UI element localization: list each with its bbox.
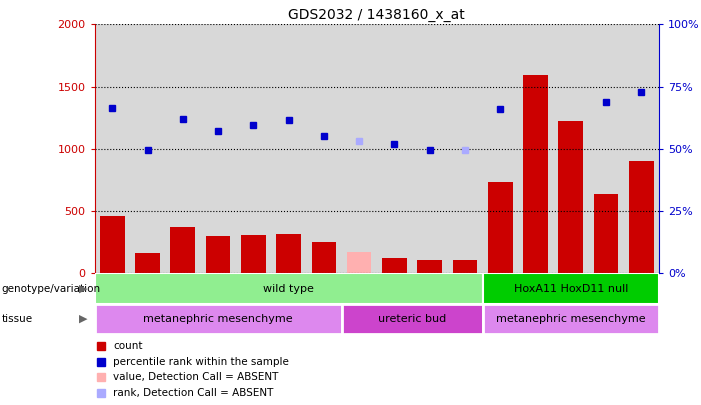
Text: metanephric mesenchyme: metanephric mesenchyme bbox=[496, 314, 646, 324]
Bar bbox=[170, 227, 195, 273]
Bar bbox=[559, 122, 583, 273]
Bar bbox=[588, 24, 624, 273]
Bar bbox=[95, 24, 130, 273]
Text: tissue: tissue bbox=[1, 314, 32, 324]
Bar bbox=[382, 258, 407, 273]
Bar bbox=[482, 304, 659, 334]
Bar bbox=[624, 24, 659, 273]
Bar bbox=[205, 236, 231, 273]
Bar bbox=[341, 304, 482, 334]
Bar bbox=[594, 194, 618, 273]
Text: wild type: wild type bbox=[263, 284, 314, 294]
Bar bbox=[447, 24, 482, 273]
Bar bbox=[241, 235, 266, 273]
Text: ▶: ▶ bbox=[79, 314, 88, 324]
Bar bbox=[95, 273, 482, 304]
Bar bbox=[488, 183, 512, 273]
Text: genotype/variation: genotype/variation bbox=[1, 284, 100, 294]
Bar bbox=[165, 24, 200, 273]
Text: value, Detection Call = ABSENT: value, Detection Call = ABSENT bbox=[114, 373, 278, 382]
Bar bbox=[377, 24, 412, 273]
Bar bbox=[236, 24, 271, 273]
Bar bbox=[306, 24, 341, 273]
Bar bbox=[130, 24, 165, 273]
Text: count: count bbox=[114, 341, 143, 351]
Bar bbox=[417, 260, 442, 273]
Bar bbox=[100, 216, 125, 273]
Text: metanephric mesenchyme: metanephric mesenchyme bbox=[143, 314, 293, 324]
Text: rank, Detection Call = ABSENT: rank, Detection Call = ABSENT bbox=[114, 388, 273, 398]
Bar bbox=[135, 253, 160, 273]
Bar bbox=[523, 75, 548, 273]
Text: ureteric bud: ureteric bud bbox=[378, 314, 446, 324]
Text: HoxA11 HoxD11 null: HoxA11 HoxD11 null bbox=[514, 284, 628, 294]
Bar bbox=[412, 24, 447, 273]
Bar bbox=[95, 304, 341, 334]
Text: percentile rank within the sample: percentile rank within the sample bbox=[114, 357, 289, 367]
Bar bbox=[271, 24, 306, 273]
Title: GDS2032 / 1438160_x_at: GDS2032 / 1438160_x_at bbox=[288, 8, 465, 22]
Bar bbox=[341, 24, 377, 273]
Bar bbox=[200, 24, 236, 273]
Bar bbox=[453, 260, 477, 273]
Bar bbox=[276, 234, 301, 273]
Bar bbox=[553, 24, 588, 273]
Bar bbox=[347, 252, 372, 273]
Bar bbox=[482, 273, 659, 304]
Bar bbox=[518, 24, 553, 273]
Text: ▶: ▶ bbox=[79, 284, 88, 294]
Bar bbox=[629, 161, 653, 273]
Bar bbox=[311, 242, 336, 273]
Bar bbox=[482, 24, 518, 273]
